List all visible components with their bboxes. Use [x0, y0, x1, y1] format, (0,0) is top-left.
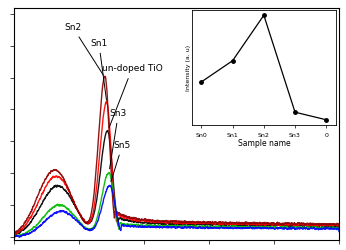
Text: Sn1: Sn1: [90, 39, 108, 100]
Text: Sn5: Sn5: [111, 141, 131, 182]
Text: Sn2: Sn2: [64, 23, 103, 75]
Text: un-doped TiO: un-doped TiO: [102, 64, 162, 128]
Text: Sn3: Sn3: [110, 109, 127, 169]
Y-axis label: Intensity (a. u): Intensity (a. u): [186, 44, 191, 90]
X-axis label: Sample name: Sample name: [237, 139, 290, 148]
